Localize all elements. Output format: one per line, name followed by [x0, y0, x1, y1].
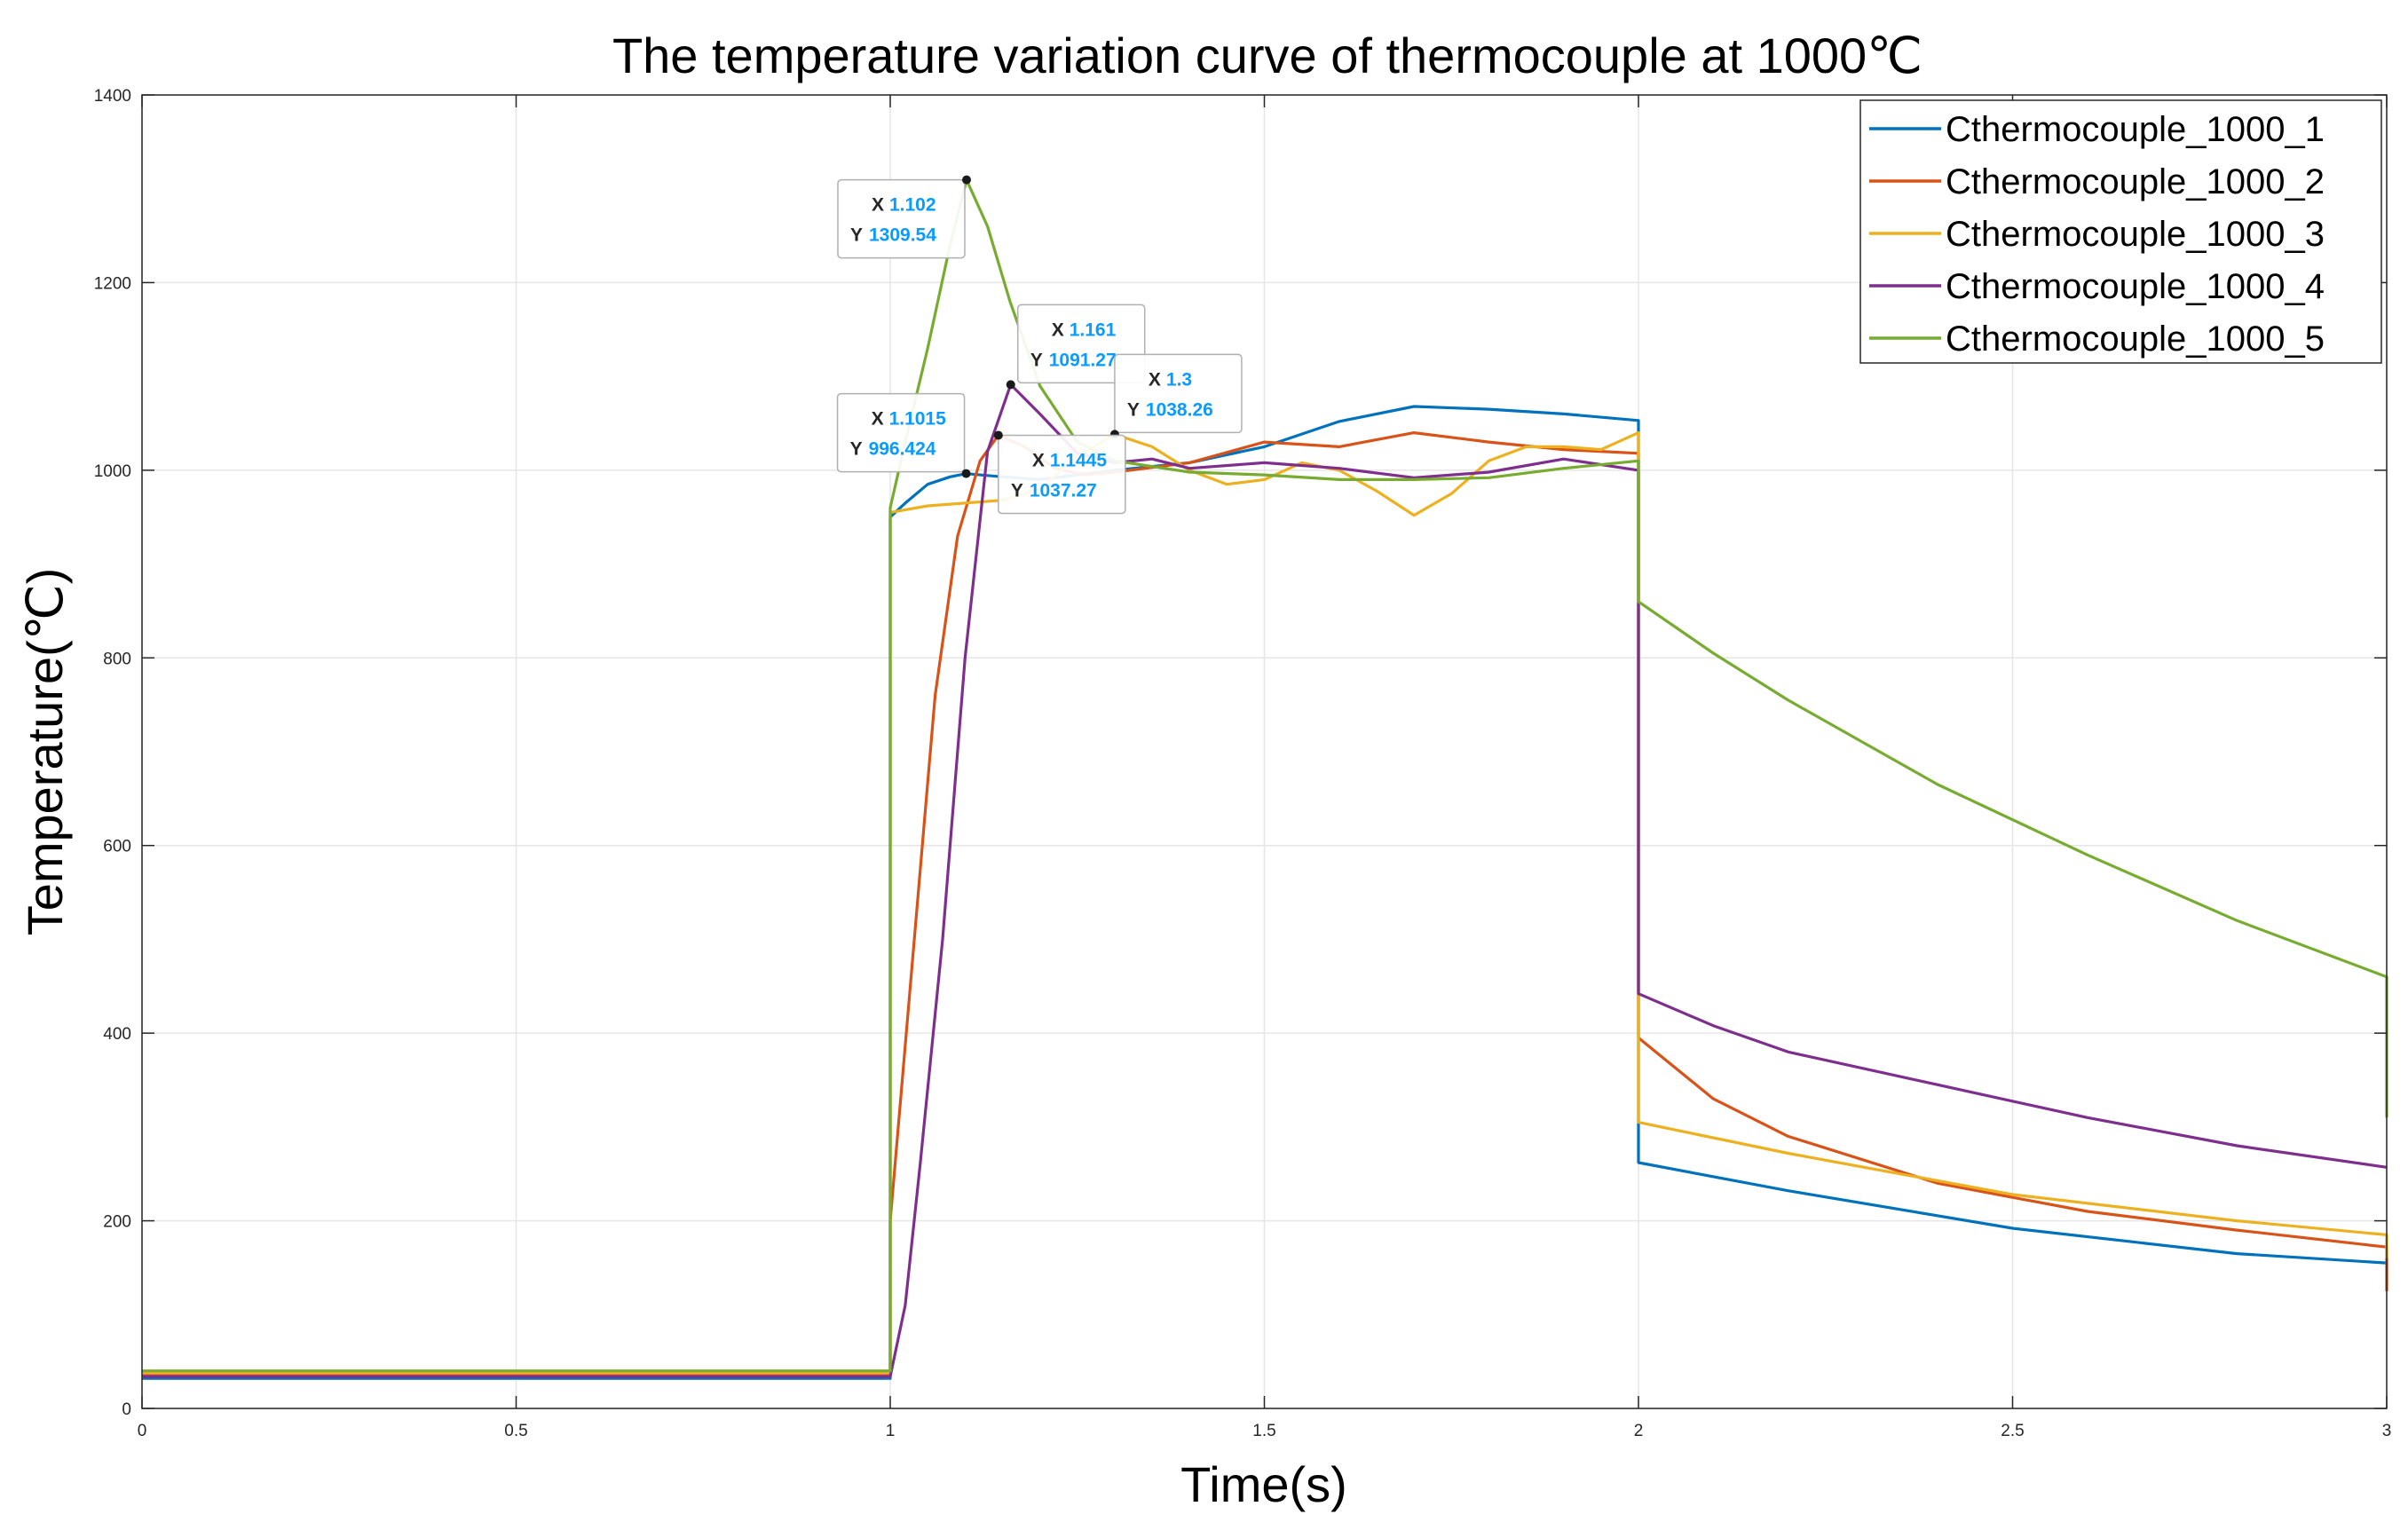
- data-tip-box: [998, 434, 1126, 515]
- x-axis-ticks: 0 0.5 1 1.5 2 2.5 3: [138, 95, 2392, 1440]
- series-line-2: [142, 431, 2388, 1377]
- data-tip-y-value: 1038.26: [1146, 399, 1213, 420]
- data-tip-y-value: 996.424: [869, 439, 936, 460]
- y-tick-label: 400: [103, 1025, 131, 1044]
- data-tip-y-label: Y: [1011, 480, 1023, 501]
- data-tip-y-label: Y: [1127, 399, 1140, 420]
- x-axis-title: Time(s): [1180, 1456, 1347, 1512]
- legend: Cthermocouple_1000_1 Cthermocouple_1000_2…: [1859, 99, 2382, 364]
- x-tick-label: 3: [2382, 1422, 2392, 1440]
- data-tip-box: [1016, 304, 1146, 384]
- series-line-5: [142, 178, 2388, 1373]
- data-tip-x-value: 1.161: [1070, 319, 1117, 340]
- y-tick-label: 0: [122, 1400, 131, 1419]
- y-tick-label: 200: [103, 1213, 131, 1232]
- x-tick-label: 0.5: [504, 1422, 527, 1440]
- data-tip-y-label: Y: [850, 225, 863, 246]
- data-tip-x-value: 1.102: [889, 195, 936, 216]
- x-tick-label: 1: [886, 1422, 896, 1440]
- data-tip-y-label: Y: [850, 439, 863, 460]
- data-tip[interactable]: X 1.3 Y 1038.26: [1109, 353, 1243, 439]
- legend-label: Cthermocouple_1000_2: [1946, 162, 2325, 201]
- chart-title: The temperature variation curve of therm…: [612, 28, 1922, 83]
- legend-label: Cthermocouple_1000_5: [1946, 319, 2325, 359]
- data-tip-x-label: X: [1032, 450, 1045, 470]
- data-tip-box: [837, 178, 966, 259]
- data-tip-y-label: Y: [1030, 350, 1043, 370]
- y-tick-label: 1200: [94, 274, 131, 293]
- x-tick-label: 0: [138, 1422, 147, 1440]
- data-tip-x-value: 1.3: [1166, 369, 1192, 390]
- data-tip-box: [1114, 353, 1243, 434]
- data-tip[interactable]: X 1.1015 Y 996.424: [836, 392, 971, 478]
- y-tick-label: 1000: [94, 462, 131, 481]
- series-line-4: [142, 383, 2388, 1378]
- series-line-1: [142, 405, 2388, 1380]
- data-tip-y-value: 1309.54: [869, 225, 936, 246]
- legend-box: [1859, 99, 2382, 364]
- data-tip-marker: [961, 175, 971, 185]
- x-tick-label: 2.5: [2001, 1422, 2024, 1440]
- data-tip-x-value: 1.1015: [889, 409, 947, 430]
- data-tip[interactable]: X 1.102 Y 1309.54: [837, 175, 971, 259]
- data-tip-x-label: X: [1149, 369, 1161, 390]
- data-tip-y-value: 1037.27: [1030, 480, 1097, 501]
- y-tick-label: 600: [103, 838, 131, 856]
- y-tick-label: 1400: [94, 87, 131, 106]
- data-tip-x-label: X: [1052, 319, 1064, 340]
- data-tip[interactable]: X 1.161 Y 1091.27: [1006, 304, 1146, 390]
- data-tip-y-value: 1091.27: [1049, 350, 1117, 370]
- data-tip-marker: [961, 469, 971, 478]
- x-tick-label: 1.5: [1252, 1422, 1275, 1440]
- data-tip-marker: [1006, 380, 1015, 390]
- data-tip-box: [836, 392, 966, 473]
- legend-label: Cthermocouple_1000_4: [1946, 267, 2325, 306]
- x-tick-label: 2: [1634, 1422, 1644, 1440]
- legend-label: Cthermocouple_1000_3: [1946, 215, 2325, 254]
- legend-label: Cthermocouple_1000_1: [1946, 110, 2325, 149]
- y-axis-title: Temperature(℃): [17, 568, 73, 936]
- data-tip[interactable]: X 1.1445 Y 1037.27: [993, 430, 1126, 515]
- data-tip-x-label: X: [872, 409, 884, 430]
- data-tip-x-value: 1.1445: [1050, 450, 1108, 470]
- y-tick-label: 800: [103, 650, 131, 668]
- y-axis-ticks: 0 200 400 600 800 1000 1200 1400: [94, 87, 2387, 1419]
- data-tip-x-label: X: [872, 195, 884, 216]
- data-tip-marker: [993, 430, 1003, 440]
